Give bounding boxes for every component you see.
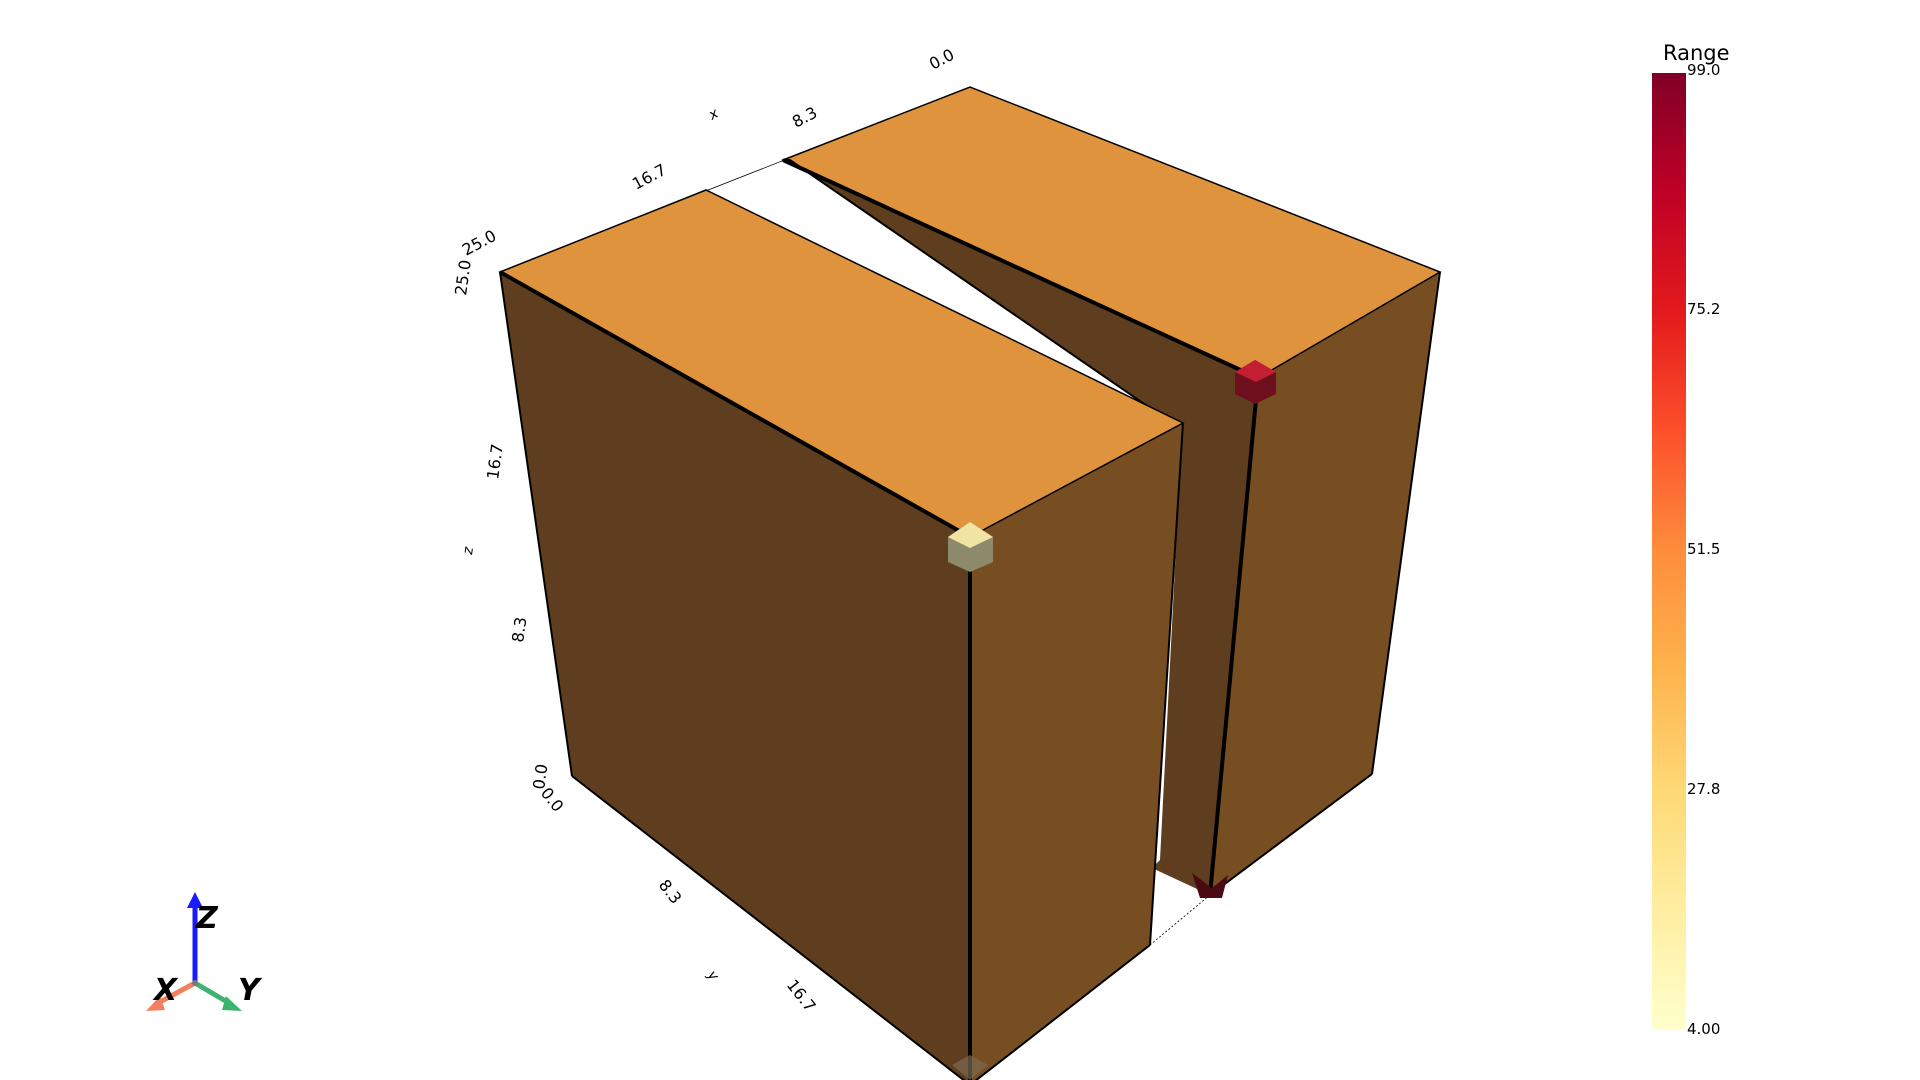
z-tick-1: 8.3 — [508, 616, 530, 644]
triad-z-label: Z — [195, 901, 219, 936]
triad-y-arrow — [193, 980, 231, 1006]
colorbar: Range 99.0 75.2 51.5 27.8 4.00 — [1652, 41, 1730, 1038]
colorbar-tick-3: 27.8 — [1687, 780, 1720, 798]
front-block-right-edge — [1149, 422, 1184, 946]
x-tick-0: 0.0 — [926, 45, 957, 74]
colorbar-title: Range — [1663, 41, 1730, 65]
triad-z-arrowhead — [187, 892, 203, 908]
front-block[interactable] — [498, 189, 1185, 1080]
triad-x-arrowhead — [146, 996, 165, 1011]
triad-origin — [192, 980, 198, 986]
z-tick-3: 25.0 — [451, 259, 475, 297]
y-tick-2: 16.7 — [783, 976, 820, 1016]
marker-cube-bottom — [1192, 873, 1228, 898]
back-block-left-face — [783, 160, 1258, 895]
marker-cube-high-top — [1235, 360, 1276, 382]
triad-y-label: Y — [238, 973, 263, 1008]
triad-y-arrowhead — [222, 996, 242, 1011]
x-tick-3: 25.0 — [459, 226, 499, 260]
front-block-left-edge — [499, 271, 573, 777]
z-axis-ticks: 0.0 8.3 16.7 25.0 z — [451, 259, 551, 791]
marker-cube-bottom-front — [952, 1055, 988, 1080]
colorbar-tick-1: 75.2 — [1687, 300, 1720, 318]
triad-x-arrow — [156, 980, 197, 1006]
marker-cube-low-top — [948, 522, 993, 548]
colorbar-tick-4: 4.00 — [1687, 1020, 1720, 1038]
front-block-left-face — [500, 272, 970, 1080]
z-tick-0: 0.0 — [529, 763, 551, 791]
front-block-bottom-right-edge — [974, 944, 1151, 1080]
x-tick-2: 16.7 — [629, 160, 669, 194]
z-axis-label: z — [460, 545, 477, 556]
z-tick-2: 16.7 — [483, 443, 507, 481]
back-block-bottom-edge — [1209, 773, 1373, 896]
floor-back-edge — [1149, 894, 1211, 946]
x-axis-label: x — [705, 105, 721, 124]
colorbar-tick-0: 99.0 — [1687, 61, 1720, 79]
front-block-top-left-edge — [499, 270, 971, 539]
x-tick-1: 8.3 — [789, 103, 820, 132]
triad-x-label: X — [152, 973, 179, 1008]
y-tick-1: 8.3 — [655, 876, 686, 908]
back-block-front-face — [1210, 272, 1440, 895]
orientation-triad[interactable]: Z X Y — [146, 892, 263, 1011]
front-block-right-face — [970, 423, 1183, 1080]
colorbar-gradient — [1652, 73, 1686, 1030]
back-block-top-left-edge — [782, 158, 1259, 380]
y-axis-label: y — [703, 967, 722, 985]
front-block-bottom-edge — [571, 775, 966, 1080]
back-block-right-edge — [1371, 271, 1441, 775]
back-block-front-edge — [1208, 377, 1260, 896]
colorbar-tick-2: 51.5 — [1687, 540, 1720, 558]
